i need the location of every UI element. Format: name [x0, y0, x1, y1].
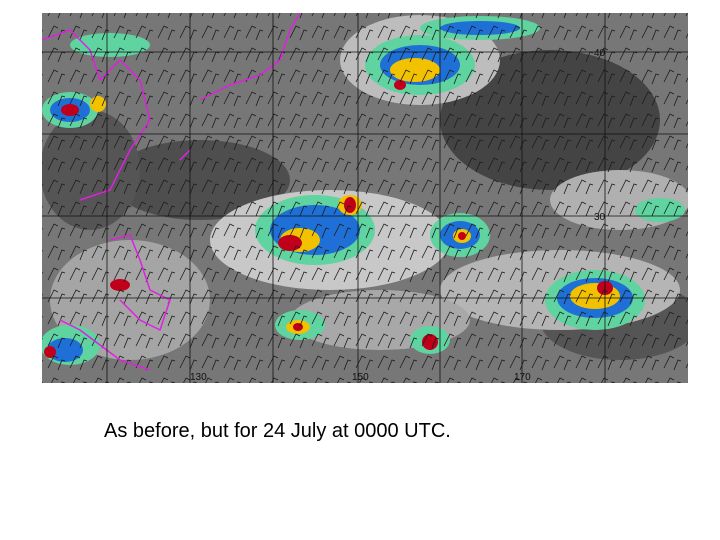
longitude-label: 130	[190, 372, 207, 383]
longitude-label: 170	[514, 372, 531, 383]
satellite-map: 130 150 170 30 40	[42, 13, 688, 383]
caption: As before, but for 24 July at 0000 UTC.	[104, 420, 451, 442]
graticule	[42, 13, 688, 383]
latitude-label: 30	[594, 212, 606, 223]
map-field	[42, 13, 688, 383]
latitude-label: 40	[594, 48, 606, 59]
longitude-label: 150	[352, 372, 369, 383]
coastline	[42, 13, 301, 371]
